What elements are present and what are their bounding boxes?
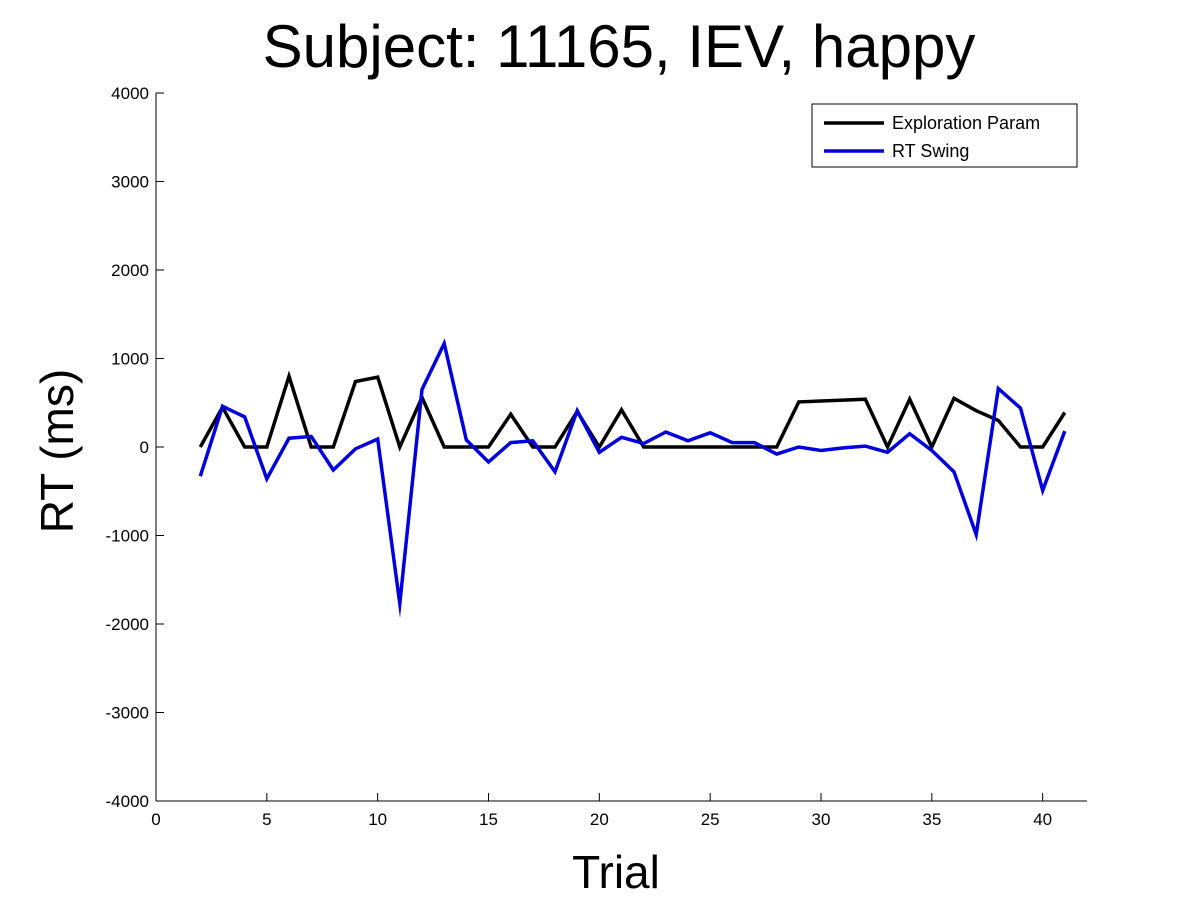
series-line-rt-swing: [198, 338, 1067, 619]
y-tick-label: 4000: [111, 84, 149, 103]
x-tick-label: 25: [701, 810, 720, 829]
y-tick-label: 0: [140, 438, 149, 457]
chart-title: Subject: 11165, IEV, happy: [263, 13, 976, 80]
x-tick-label: 15: [479, 810, 498, 829]
y-tick-label: 3000: [111, 173, 149, 192]
plot-area: -4000 -3000 -2000 -1000 0 1000 2000 3000 4000 0 5 1…: [106, 84, 1087, 829]
series-line-exploration-param: [198, 370, 1067, 452]
legend-box: [811, 103, 1078, 168]
x-tick-label: 10: [368, 810, 387, 829]
y-axis-label: RT (ms): [31, 369, 83, 533]
y-tick-label: -1000: [106, 527, 149, 546]
y-tick-label: -3000: [106, 704, 149, 723]
x-tick-label: 35: [922, 810, 941, 829]
legend-entry: Exploration Param: [892, 113, 1040, 133]
y-tick-label: 1000: [111, 350, 149, 369]
legend-entry: RT Swing: [892, 141, 969, 161]
x-tick-label: 5: [262, 810, 271, 829]
x-tick-label: 30: [812, 810, 831, 829]
y-tick-label: -2000: [106, 615, 149, 634]
x-tick-label: 0: [151, 810, 160, 829]
legend: Exploration Param RT Swing: [811, 103, 1078, 168]
x-axis-label: Trial: [572, 846, 660, 898]
y-tick-label: -4000: [106, 792, 149, 811]
y-tick-label: 2000: [111, 261, 149, 280]
x-tick-label: 40: [1033, 810, 1052, 829]
x-tick-label: 20: [590, 810, 609, 829]
